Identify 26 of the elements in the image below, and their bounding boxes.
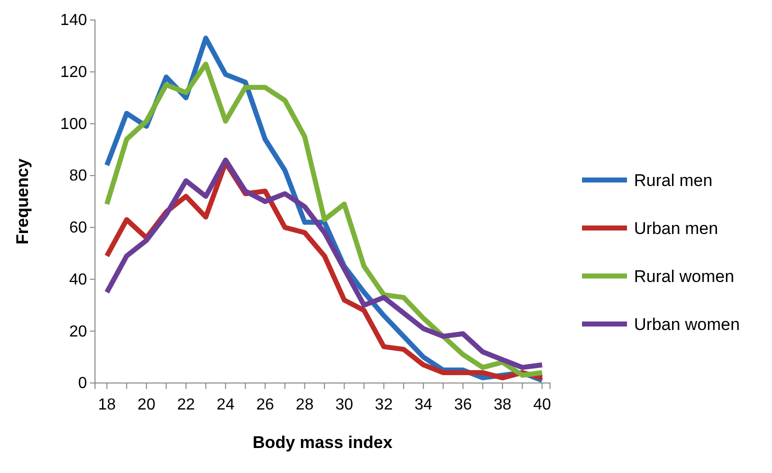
x-tick-label: 24 (216, 396, 235, 414)
y-tick-label: 120 (60, 64, 88, 81)
y-axis-title: Frequency (13, 158, 32, 244)
x-tick-label: 34 (414, 396, 432, 414)
y-tick-label: 0 (78, 375, 88, 392)
y-tick-label: 60 (69, 220, 88, 237)
x-tick-label: 22 (177, 396, 195, 414)
x-tick-label: 26 (256, 396, 274, 414)
y-tick-label: 20 (69, 323, 88, 340)
legend-label: Urban women (634, 314, 740, 334)
legend-label: Urban men (634, 218, 718, 238)
x-tick-label: 30 (335, 396, 354, 414)
y-tick-label: 80 (69, 168, 88, 185)
x-tick-label: 36 (454, 396, 472, 414)
x-axis-title: Body mass index (252, 433, 393, 452)
y-tick-label: 140 (60, 12, 88, 30)
legend-label: Rural women (634, 266, 734, 286)
x-tick-label: 28 (296, 396, 314, 414)
x-tick-label: 32 (374, 396, 393, 414)
x-tick-label: 18 (98, 396, 116, 414)
x-tick-label: 20 (138, 396, 156, 414)
legend-label: Rural men (634, 170, 712, 190)
y-tick-label: 100 (60, 116, 88, 133)
y-tick-label: 40 (69, 271, 88, 288)
x-tick-label: 38 (494, 396, 512, 414)
x-tick-label: 40 (533, 396, 552, 414)
